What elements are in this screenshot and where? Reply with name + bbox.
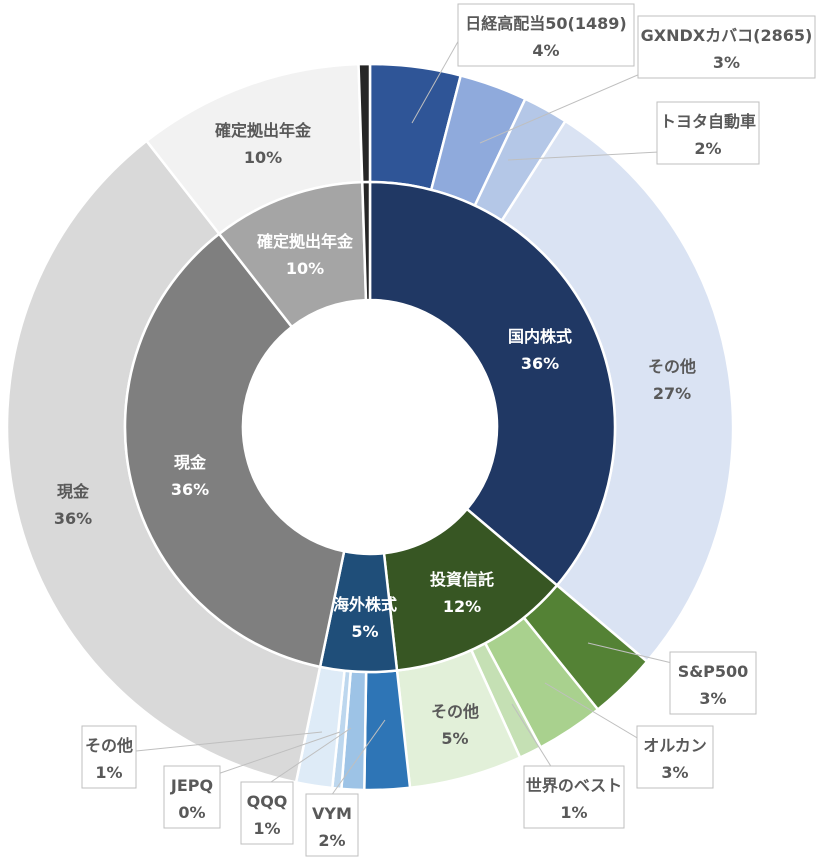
callout-box-vym-8 (305, 793, 359, 857)
outer-data-label-world-best-6: 世界のベスト 1% (526, 776, 622, 822)
inner-data-label-defined-contribution-4: 確定拠出年金 10% (257, 232, 354, 278)
callout-box-50-1489-0 (457, 3, 635, 67)
callout-box-jepq-10 (163, 765, 221, 829)
leader-line-qqq-9 (267, 727, 352, 785)
inner-data-label-mutual-funds-1: 投資信託 12% (430, 570, 494, 616)
leader-line-jepq-10 (199, 731, 341, 781)
outer-data-label-other-11: その他 1% (85, 736, 133, 782)
callout-box-world-best-6 (523, 765, 625, 829)
outer-data-label-other-3: その他 27% (648, 357, 696, 403)
outer-data-label-other-7: その他 5% (431, 702, 479, 748)
leader-line-vym-8 (330, 719, 386, 797)
callout-box-all-country-5 (636, 725, 714, 789)
outer-data-label-qqq-9: QQQ 1% (247, 792, 288, 838)
leader-line-s-p500-4 (587, 642, 673, 664)
leader-line-other-11 (135, 731, 323, 752)
outer-data-label-all-country-5: オルカン 3% (643, 736, 707, 782)
callout-box-qqq-9 (240, 781, 294, 845)
outer-data-label-gxndx-2865-1: GXNDXカバコ(2865) 3% (641, 26, 813, 72)
callout-box-gxndx-2865-1 (637, 15, 816, 79)
leader-line-50-1489-0 (411, 37, 461, 124)
outer-data-label-defined-contribution-13: 確定拠出年金 10% (215, 121, 312, 167)
outer-data-label-s-p500-4: S&P500 3% (678, 662, 749, 708)
callout-box-other-11 (81, 725, 137, 789)
outer-data-label-cash-12: 現金 36% (54, 482, 92, 528)
outer-data-label-toyota-2: トヨタ自動車 2% (660, 112, 756, 158)
outer-data-label-vym-8: VYM 2% (312, 804, 352, 850)
callout-box-toyota-2 (656, 101, 760, 165)
inner-data-label-foreign-stocks-2: 海外株式 5% (333, 595, 397, 641)
inner-data-label-cash-3: 現金 36% (171, 453, 209, 499)
leader-line-all-country-5 (544, 682, 640, 740)
leader-line-world-best-6 (511, 703, 553, 769)
outer-data-label-jepq-10: JEPQ 0% (170, 776, 213, 822)
leader-line-gxndx-2865-1 (479, 73, 641, 144)
inner-data-label-domestic-stocks-0: 国内株式 36% (508, 327, 572, 373)
callout-box-s-p500-4 (669, 651, 757, 715)
leader-line-toyota-2 (507, 151, 660, 161)
outer-data-label-50-1489-0: 日経高配当50(1489) 4% (465, 14, 626, 60)
donut-center-hole (243, 300, 497, 554)
